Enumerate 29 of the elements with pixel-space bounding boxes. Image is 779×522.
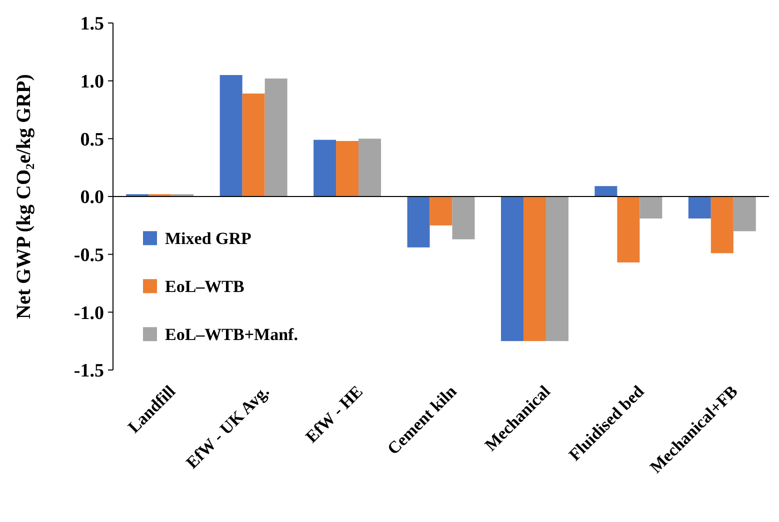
bar	[733, 196, 756, 232]
bar	[314, 140, 336, 196]
legend-label: Mixed GRP	[165, 229, 252, 248]
bar	[617, 196, 640, 262]
legend-label: EoL–WTB	[165, 277, 244, 296]
bar	[640, 196, 662, 218]
bar	[594, 186, 618, 196]
bar	[407, 196, 430, 248]
bar	[358, 138, 382, 196]
bar	[452, 196, 475, 240]
bar	[242, 94, 265, 196]
y-tick-label: 1.0	[80, 71, 104, 92]
bar	[546, 196, 568, 342]
bar	[336, 140, 359, 196]
legend-label: EoL–WTB+Manf.	[165, 325, 298, 344]
y-tick-label: 1.5	[80, 14, 104, 35]
y-axis-title: Net GWP (kg CO₂e/kg GRP)	[13, 74, 35, 319]
y-tick-label: 0.0	[80, 187, 104, 208]
bar	[264, 78, 288, 196]
bar	[710, 196, 734, 254]
y-tick-label: -0.5	[74, 244, 104, 266]
bar	[688, 196, 711, 218]
y-tick-label: 0.5	[80, 129, 104, 150]
y-tick-label: -1.0	[74, 302, 104, 324]
bar	[523, 196, 546, 342]
bar	[220, 75, 242, 196]
y-tick-label: -1.5	[74, 360, 104, 382]
bar	[430, 196, 452, 226]
bar	[500, 196, 524, 342]
